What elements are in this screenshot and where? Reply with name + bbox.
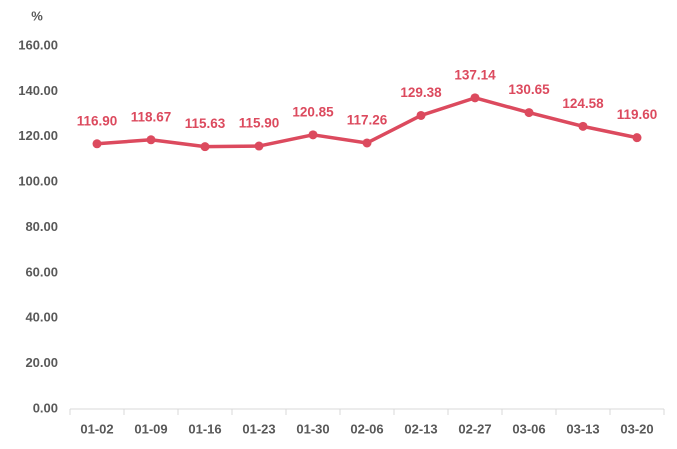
y-tick-label: 100.00 xyxy=(18,174,58,189)
data-label: 117.26 xyxy=(347,113,388,128)
x-tick-label: 03-06 xyxy=(512,421,545,436)
point xyxy=(308,130,318,140)
y-tick-label: 40.00 xyxy=(25,310,58,325)
point xyxy=(578,121,588,131)
data-label: 118.67 xyxy=(131,109,172,124)
data-label: 130.65 xyxy=(508,82,550,97)
y-tick-label: 140.00 xyxy=(18,83,58,98)
point xyxy=(254,141,264,151)
data-label: 116.90 xyxy=(77,113,118,128)
x-tick-label: 01-30 xyxy=(296,421,329,436)
y-tick-label: 60.00 xyxy=(25,264,58,279)
data-label: 129.38 xyxy=(400,85,442,100)
x-tick-label: 03-13 xyxy=(566,421,599,436)
point xyxy=(416,110,426,120)
y-tick-label: 0.00 xyxy=(33,400,58,415)
y-axis-label: % xyxy=(31,8,43,23)
data-label: 115.63 xyxy=(185,116,226,131)
point xyxy=(200,142,210,152)
data-label: 115.90 xyxy=(239,116,280,131)
data-label: 120.85 xyxy=(292,104,334,119)
point xyxy=(146,135,156,145)
point xyxy=(362,138,372,148)
y-tick-label: 80.00 xyxy=(25,219,58,234)
y-tick-label: 120.00 xyxy=(18,128,58,143)
x-tick-label: 02-27 xyxy=(458,421,491,436)
point xyxy=(524,108,534,118)
x-tick-label: 01-23 xyxy=(242,421,275,436)
x-tick-label: 02-13 xyxy=(404,421,437,436)
x-tick-label: 01-16 xyxy=(188,421,221,436)
x-tick-label: 01-09 xyxy=(134,421,167,436)
point xyxy=(632,133,642,143)
x-tick-label: 01-02 xyxy=(80,421,113,436)
data-label: 124.58 xyxy=(562,96,604,111)
point xyxy=(470,93,480,103)
point xyxy=(92,139,102,149)
y-tick-label: 160.00 xyxy=(18,37,58,52)
x-tick-label: 03-20 xyxy=(620,421,653,436)
x-tick-label: 02-06 xyxy=(350,421,383,436)
data-label: 137.14 xyxy=(454,67,496,82)
data-label: 119.60 xyxy=(617,107,658,122)
y-tick-label: 20.00 xyxy=(25,355,58,370)
